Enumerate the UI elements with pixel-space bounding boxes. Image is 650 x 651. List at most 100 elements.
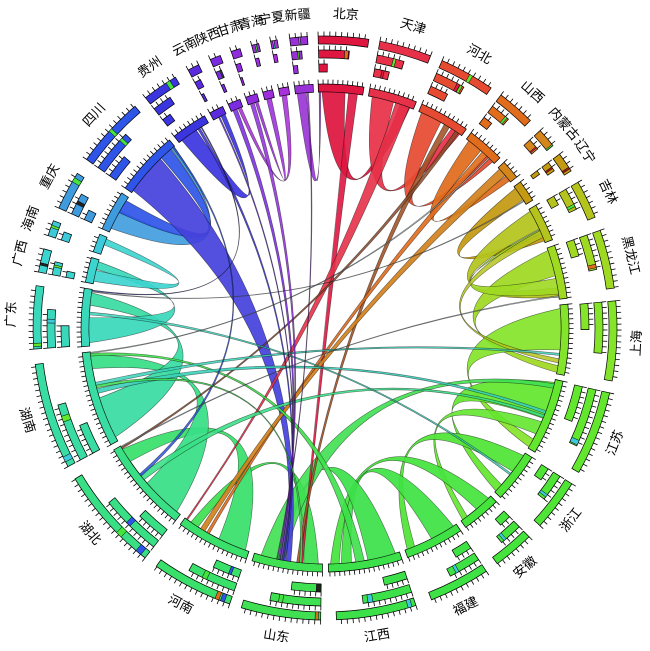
tick-mark	[520, 178, 525, 183]
track-bar-海南	[47, 220, 62, 239]
tick-mark	[393, 89, 396, 94]
tick-mark	[108, 124, 113, 129]
tick-mark	[556, 404, 561, 407]
tick-mark	[61, 461, 66, 464]
track-bar-宁夏	[272, 53, 279, 64]
tick-mark	[396, 40, 399, 46]
tick-mark	[470, 547, 474, 552]
tick-mark	[119, 133, 123, 138]
tick-mark	[292, 569, 294, 575]
tick-mark	[51, 439, 56, 443]
tick-mark	[290, 618, 292, 623]
track-bar-江苏	[563, 384, 583, 422]
tick-mark	[110, 450, 115, 454]
tick-mark	[211, 597, 214, 603]
province-label-湖北: 湖北	[76, 518, 104, 547]
tick-mark	[272, 566, 275, 572]
track-accent	[539, 489, 548, 498]
tick-mark	[226, 573, 230, 579]
ribbon-四川-湖北	[139, 146, 234, 477]
tick-mark	[607, 251, 612, 254]
tick-mark	[164, 137, 169, 142]
tick-mark	[277, 83, 279, 89]
tick-mark	[108, 168, 113, 172]
tick-mark	[92, 240, 97, 243]
tick-mark	[93, 142, 98, 146]
tick-mark	[385, 37, 388, 43]
tick-mark	[99, 222, 105, 225]
tick-mark	[115, 459, 120, 463]
tick-mark	[161, 140, 165, 145]
tick-mark	[257, 562, 260, 568]
tick-mark	[37, 400, 43, 403]
tick-mark	[577, 179, 583, 183]
tick-mark	[568, 191, 573, 195]
track-bar-内蒙古	[523, 139, 539, 155]
tick-mark	[594, 260, 600, 263]
tick-mark	[408, 43, 411, 49]
tick-mark	[415, 605, 418, 610]
tick-mark	[92, 413, 97, 416]
tick-mark	[563, 380, 568, 383]
tick-mark	[61, 276, 66, 278]
tick-mark	[514, 102, 518, 107]
tick-mark	[611, 268, 616, 271]
tick-mark	[80, 281, 86, 283]
tick-mark	[559, 476, 565, 480]
track-bar-甘肃	[230, 48, 243, 60]
tick-mark	[440, 86, 443, 91]
tick-mark	[581, 391, 586, 394]
tick-mark	[48, 434, 54, 437]
track-bar-天津	[375, 54, 405, 70]
tick-mark	[567, 296, 572, 299]
tick-mark	[493, 148, 497, 152]
tick-mark	[483, 113, 488, 118]
track-bar-安徽	[492, 530, 530, 565]
ribbon-贵州-广东	[91, 126, 240, 296]
tick-mark	[139, 161, 144, 166]
tick-mark	[612, 274, 617, 276]
tick-mark	[82, 271, 88, 274]
ribbon-山西-河南	[206, 151, 488, 535]
track-bar-辽宁	[541, 161, 555, 176]
ribbon-四川-山东	[132, 158, 294, 562]
tick-mark	[123, 542, 128, 547]
chord-ring-陕西	[227, 98, 244, 112]
tick-mark	[523, 182, 528, 187]
tick-mark	[31, 372, 37, 374]
tick-mark	[398, 55, 401, 61]
tick-mark	[539, 127, 544, 131]
tick-mark	[505, 520, 510, 525]
tick-mark	[230, 97, 233, 103]
tick-mark	[551, 418, 556, 421]
tick-mark	[79, 365, 85, 368]
tick-mark	[492, 102, 496, 107]
track-bar-河南	[188, 562, 238, 592]
tick-mark	[396, 560, 400, 566]
tick-mark	[82, 156, 87, 160]
track-accent	[278, 593, 284, 604]
track-bar-新疆	[292, 65, 299, 75]
tick-mark	[542, 477, 547, 481]
tick-mark	[514, 480, 519, 485]
tick-mark	[439, 596, 443, 601]
tick-mark	[68, 444, 74, 448]
track-bar-广东	[60, 325, 71, 348]
tick-mark	[35, 389, 40, 392]
tick-mark	[133, 169, 138, 173]
tick-mark	[103, 521, 107, 526]
tick-mark	[146, 525, 151, 530]
track-accent	[214, 590, 223, 601]
tick-mark	[376, 50, 379, 56]
tick-mark	[227, 588, 230, 594]
tick-mark	[352, 81, 354, 86]
tick-mark	[554, 409, 560, 412]
tick-mark	[270, 85, 273, 90]
tick-mark	[373, 601, 375, 607]
tick-mark	[197, 75, 201, 81]
tick-mark	[184, 585, 188, 590]
track-accent	[61, 413, 72, 423]
tick-mark	[516, 174, 521, 178]
tick-mark	[153, 504, 158, 509]
tick-mark	[100, 133, 105, 137]
